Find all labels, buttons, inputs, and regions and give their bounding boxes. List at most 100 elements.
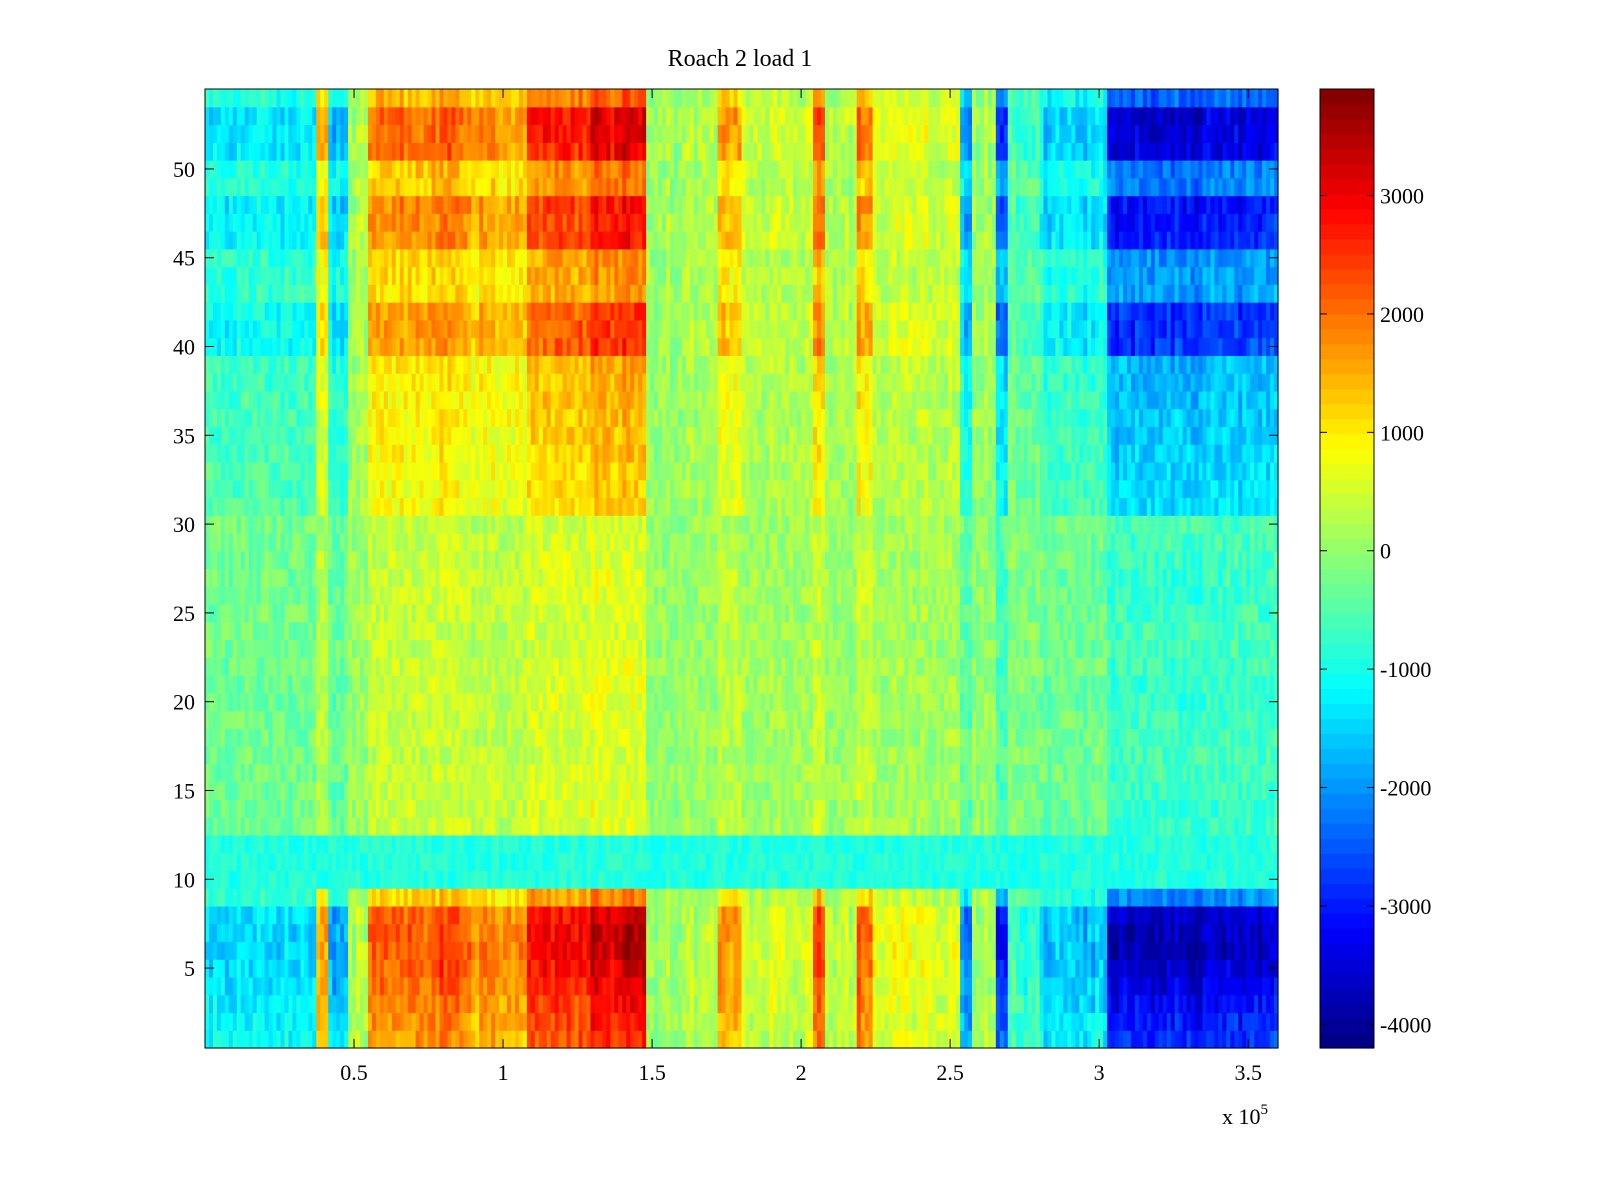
heatmap-cell <box>427 177 433 197</box>
heatmap-cell <box>507 515 512 534</box>
heatmap-cell <box>220 959 226 978</box>
heatmap-cell <box>395 568 401 587</box>
heatmap-cell <box>228 586 234 605</box>
heatmap-cell <box>308 426 313 445</box>
heatmap-cell <box>395 373 401 392</box>
heatmap-cell <box>566 248 572 268</box>
heatmap-cell <box>308 817 313 836</box>
heatmap-cell <box>471 195 476 214</box>
heatmap-cell <box>514 532 520 552</box>
heatmap-cell <box>272 266 278 285</box>
heatmap-cell <box>534 639 540 658</box>
heatmap-cell <box>431 568 437 587</box>
heatmap-cell <box>232 160 238 179</box>
heatmap-cell <box>252 408 258 428</box>
heatmap-cell <box>546 799 552 818</box>
heatmap-cell <box>256 390 262 410</box>
heatmap-cell <box>387 905 393 925</box>
heatmap-cell <box>411 444 417 463</box>
heatmap-cell <box>491 568 496 587</box>
heatmap-cell <box>216 408 222 428</box>
heatmap-cell <box>379 444 385 463</box>
heatmap-cell <box>415 976 421 996</box>
heatmap-cell <box>514 479 520 499</box>
heatmap-cell <box>451 390 456 410</box>
heatmap-cell <box>546 106 552 126</box>
heatmap-cell <box>514 160 520 179</box>
heatmap-cell <box>212 248 218 268</box>
heatmap-cell <box>264 532 270 552</box>
heatmap-cell <box>419 89 425 108</box>
heatmap-cell <box>216 746 222 765</box>
heatmap-cell <box>415 728 421 747</box>
heatmap-cell <box>439 941 445 960</box>
heatmap-cell <box>451 959 456 978</box>
heatmap-cell <box>359 657 365 676</box>
heatmap-cell <box>514 604 520 623</box>
heatmap-cell <box>224 657 230 676</box>
heatmap-cell <box>256 905 262 925</box>
heatmap-cell <box>542 799 548 818</box>
heatmap-cell <box>479 657 484 676</box>
heatmap-cell <box>514 195 520 214</box>
heatmap-cell <box>256 408 262 428</box>
heatmap-cell <box>526 639 532 658</box>
heatmap-cell <box>439 604 445 623</box>
heatmap-cell <box>538 976 544 996</box>
heatmap-cell <box>236 89 242 108</box>
heatmap-cell <box>252 692 258 712</box>
heatmap-cell <box>546 444 552 463</box>
heatmap-cell <box>256 1030 262 1049</box>
heatmap-cell <box>562 355 568 374</box>
heatmap-cell <box>371 302 377 321</box>
heatmap-cell <box>491 728 496 747</box>
heatmap-cell <box>240 355 246 374</box>
heatmap-cell <box>268 604 274 623</box>
heatmap-cell <box>220 781 226 800</box>
heatmap-cell <box>546 586 552 605</box>
heatmap-cell <box>471 799 476 818</box>
heatmap-cell <box>447 870 452 889</box>
heatmap-cell <box>439 568 445 587</box>
heatmap-cell <box>363 302 369 321</box>
heatmap-cell <box>344 319 349 339</box>
heatmap-cell <box>328 266 333 285</box>
heatmap-cell <box>224 941 230 960</box>
heatmap-cell <box>514 302 520 321</box>
heatmap-cell <box>423 852 429 872</box>
heatmap-cell <box>332 532 337 552</box>
heatmap-cell <box>367 337 373 356</box>
heatmap-cell <box>471 888 476 907</box>
heatmap-cell <box>518 568 524 587</box>
heatmap-cell <box>507 497 512 516</box>
heatmap-cell <box>260 195 266 214</box>
heatmap-cell <box>367 479 373 499</box>
heatmap-cell <box>336 408 341 428</box>
heatmap-cell <box>312 106 317 126</box>
heatmap-cell <box>423 195 429 214</box>
heatmap-cell <box>224 195 230 214</box>
heatmap-cell <box>439 497 445 516</box>
heatmap-cell <box>220 195 226 214</box>
heatmap-cell <box>312 692 317 712</box>
heatmap-cell <box>224 852 230 872</box>
heatmap-cell <box>352 337 357 356</box>
heatmap-cell <box>304 195 309 214</box>
heatmap-cell <box>550 248 556 268</box>
heatmap-cell <box>340 604 345 623</box>
heatmap-cell <box>562 266 568 285</box>
heatmap-cell <box>324 728 329 747</box>
heatmap-cell <box>312 319 317 339</box>
heatmap-cell <box>252 1030 258 1049</box>
heatmap-cell <box>467 248 472 268</box>
heatmap-cell <box>216 426 222 445</box>
heatmap-cell <box>304 248 309 268</box>
heatmap-cell <box>431 746 437 765</box>
heatmap-cell <box>252 586 258 605</box>
heatmap-cell <box>328 852 333 872</box>
heatmap-cell <box>495 337 500 356</box>
heatmap-cell <box>256 728 262 747</box>
heatmap-cell <box>451 408 456 428</box>
heatmap-cell <box>371 728 377 747</box>
heatmap-cell <box>352 639 357 658</box>
